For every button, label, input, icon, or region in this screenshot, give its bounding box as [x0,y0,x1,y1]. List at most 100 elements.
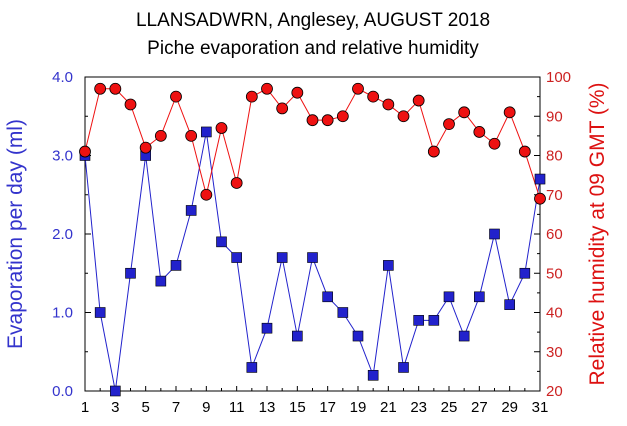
series-layer [79,82,546,397]
x-tick-label: 11 [229,399,245,416]
humidity-point [306,114,319,127]
evaporation-point [383,260,394,271]
evaporation-point [504,299,515,310]
left-axis-label: Evaporation per day (ml) [4,119,27,349]
x-tick-label: 15 [289,399,306,416]
left-tick-label: 3.0 [52,148,73,165]
evaporation-point [337,307,349,318]
right-tick-label: 60 [546,226,563,243]
humidity-point [367,90,380,103]
x-tick-label: 17 [319,399,336,416]
humidity-point [412,94,425,107]
humidity-line [84,88,541,199]
right-tick-label: 20 [546,383,563,400]
humidity-point [109,82,122,95]
humidity-point [427,145,440,158]
evaporation-point [231,252,242,263]
humidity-point [382,98,395,111]
humidity-point [245,90,258,103]
x-tick-label: 1 [81,399,89,416]
evaporation-point [307,252,318,263]
evaporation-point [261,322,273,334]
left-tick-label: 0.0 [52,383,73,400]
left-tick-label: 1.0 [52,305,73,322]
evaporation-point [155,275,167,287]
humidity-point [124,98,137,111]
x-tick-label: 7 [172,399,180,416]
humidity-point [488,137,501,150]
evaporation-point [534,173,546,185]
x-tick-label: 23 [410,399,427,416]
evaporation-point [125,267,136,279]
evaporation-point [94,307,106,318]
right-tick-label: 100 [546,69,571,86]
humidity-point [276,102,289,115]
humidity-point [503,106,516,119]
x-tick-label: 13 [259,399,276,416]
humidity-point [458,106,471,119]
x-tick-label: 5 [141,399,149,416]
humidity-point [79,145,91,158]
humidity-point [154,129,167,142]
evaporation-point [276,252,288,263]
evaporation-point [185,205,197,216]
chart-subtitle: Piche evaporation and relative humidity [147,38,479,59]
evaporation-point [413,315,424,326]
humidity-point [291,86,304,99]
evaporation-point [292,330,303,342]
right-tick-label: 90 [546,108,563,125]
evaporation-point [489,228,500,240]
humidity-point [94,82,107,95]
humidity-point [230,177,243,189]
x-tick-label: 3 [111,399,119,416]
x-tick-label: 31 [532,399,549,416]
right-tick-label: 70 [546,187,563,204]
humidity-point [139,141,152,154]
humidity-point [473,126,486,138]
chart-title: LLANSADWRN, Anglesey, AUGUST 2018 [136,10,490,31]
x-tick-label: 25 [441,399,458,416]
evaporation-point [216,236,227,248]
x-tick-label: 19 [350,399,367,416]
evaporation-point [398,362,409,373]
humidity-point [185,129,198,142]
humidity-point [352,82,364,95]
left-tick-label: 2.0 [52,226,73,243]
evaporation-point [352,330,364,342]
right-axis-label: Relative humidity at 09 GMT (%) [586,82,609,385]
humidity-point [397,110,410,123]
evaporation-point [474,291,485,303]
right-tick-label: 80 [546,148,563,165]
humidity-point [261,82,273,95]
humidity-point [518,145,531,158]
evaporation-point [170,260,182,271]
right-tick-label: 40 [546,305,563,322]
evaporation-point [428,315,440,326]
humidity-point [215,122,228,134]
x-tick-label: 21 [380,399,397,416]
right-tick-label: 50 [546,265,563,282]
humidity-point [200,188,213,201]
x-tick-label: 27 [471,399,488,416]
x-axis: 1 3 5 7 9 11 13 15 17 19 21 23 25 27 29 31 [81,386,549,416]
evaporation-point [367,369,379,381]
x-tick-label: 9 [202,399,210,416]
evaporation-point [458,330,470,342]
right-y-axis: 20 30 40 50 60 70 80 90 100 [534,69,571,400]
evaporation-point [519,267,531,279]
left-y-axis: 0.0 1.0 2.0 3.0 4.0 [52,69,91,400]
evaporation-point [110,385,121,397]
humidity-point [321,114,334,127]
evaporation-point [201,126,212,138]
right-tick-label: 30 [546,344,563,361]
left-tick-label: 4.0 [52,69,73,86]
humidity-point [336,110,349,123]
humidity-point [170,90,182,103]
evaporation-point [246,362,258,373]
x-tick-label: 29 [501,399,518,416]
evaporation-point [322,291,333,303]
evaporation-point [443,291,455,303]
humidity-point [534,192,546,205]
humidity-point [443,118,455,130]
